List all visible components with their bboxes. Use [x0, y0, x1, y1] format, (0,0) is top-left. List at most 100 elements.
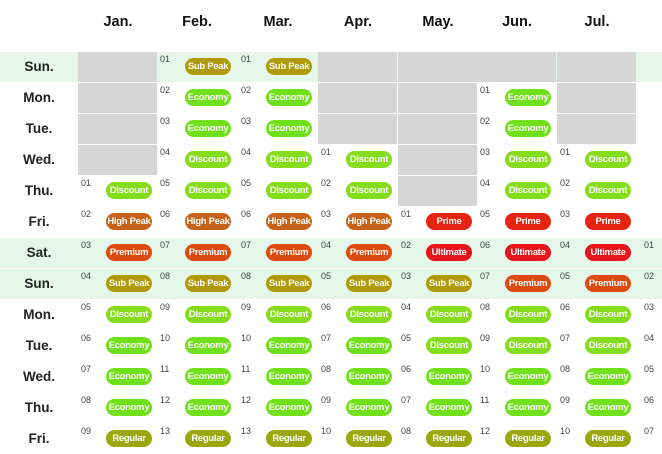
- price-tier-badge[interactable]: Economy: [266, 89, 312, 106]
- date-cell[interactable]: 07 Economy: [398, 393, 477, 423]
- price-tier-badge[interactable]: Premium: [185, 244, 231, 261]
- price-tier-badge[interactable]: Economy: [426, 399, 472, 416]
- date-cell[interactable]: 03 Sub Peak: [398, 269, 477, 299]
- date-cell[interactable]: 07 Discount: [557, 331, 636, 361]
- date-cell[interactable]: 05 Premium: [557, 269, 636, 299]
- price-tier-badge[interactable]: Regular: [266, 430, 312, 447]
- date-cell[interactable]: 10 Regular: [318, 424, 397, 454]
- date-cell[interactable]: 06 Discount: [557, 300, 636, 330]
- date-cell[interactable]: 08 Economy: [557, 362, 636, 392]
- date-cell[interactable]: 01 Sub Peak: [238, 52, 317, 82]
- price-tier-badge[interactable]: Regular: [106, 430, 152, 447]
- date-cell[interactable]: 07 Premium: [477, 269, 556, 299]
- date-cell[interactable]: 06 Economy: [78, 331, 157, 361]
- price-tier-badge[interactable]: Prime: [505, 213, 551, 230]
- price-tier-badge[interactable]: Economy: [346, 337, 392, 354]
- date-cell[interactable]: 10 Economy: [157, 331, 236, 361]
- price-tier-badge[interactable]: Sub Peak: [266, 275, 312, 292]
- date-cell[interactable]: 08 Economy: [78, 393, 157, 423]
- price-tier-badge[interactable]: Economy: [505, 120, 551, 137]
- date-cell[interactable]: 07 Premium: [238, 238, 317, 268]
- price-tier-badge[interactable]: Discount: [185, 306, 231, 323]
- date-cell[interactable]: 01 Discount: [557, 145, 636, 175]
- date-cell[interactable]: 11 Economy: [477, 393, 556, 423]
- price-tier-badge[interactable]: Economy: [266, 337, 312, 354]
- price-tier-badge[interactable]: Economy: [106, 368, 152, 385]
- date-cell[interactable]: 04 Discount: [238, 145, 317, 175]
- date-cell[interactable]: 02 High Peak: [78, 207, 157, 237]
- price-tier-badge[interactable]: Discount: [585, 306, 631, 323]
- price-tier-badge[interactable]: Discount: [266, 306, 312, 323]
- date-cell[interactable]: 05 Prime: [477, 207, 556, 237]
- date-cell[interactable]: 09 Discount: [477, 331, 556, 361]
- price-tier-badge[interactable]: Regular: [585, 430, 631, 447]
- price-tier-badge[interactable]: Premium: [106, 244, 152, 261]
- date-cell[interactable]: 02 Economy: [477, 114, 556, 144]
- date-cell[interactable]: 04 Discount: [398, 300, 477, 330]
- date-cell[interactable]: 07 Economy: [78, 362, 157, 392]
- price-tier-badge[interactable]: Discount: [185, 182, 231, 199]
- date-cell[interactable]: 13 Regular: [157, 424, 236, 454]
- date-cell[interactable]: 07 Premium: [157, 238, 236, 268]
- date-cell[interactable]: 02 Ultimate: [398, 238, 477, 268]
- date-cell[interactable]: 01 Economy: [477, 83, 556, 113]
- date-cell[interactable]: 06 Discount: [318, 300, 397, 330]
- date-cell[interactable]: 12 Economy: [238, 393, 317, 423]
- date-cell[interactable]: 04 Discount: [477, 176, 556, 206]
- date-cell[interactable]: 05 Discount: [238, 176, 317, 206]
- price-tier-badge[interactable]: Regular: [505, 430, 551, 447]
- price-tier-badge[interactable]: Premium: [505, 275, 551, 292]
- date-cell[interactable]: 05 Discount: [398, 331, 477, 361]
- price-tier-badge[interactable]: Economy: [505, 368, 551, 385]
- price-tier-badge[interactable]: Discount: [426, 337, 472, 354]
- price-tier-badge[interactable]: Economy: [346, 368, 392, 385]
- price-tier-badge[interactable]: Economy: [266, 368, 312, 385]
- price-tier-badge[interactable]: Regular: [185, 430, 231, 447]
- price-tier-badge[interactable]: Discount: [585, 151, 631, 168]
- price-tier-badge[interactable]: Economy: [106, 399, 152, 416]
- date-cell[interactable]: 13 Regular: [238, 424, 317, 454]
- price-tier-badge[interactable]: Economy: [346, 399, 392, 416]
- date-cell[interactable]: 01 Discount: [78, 176, 157, 206]
- price-tier-badge[interactable]: Sub Peak: [346, 275, 392, 292]
- price-tier-badge[interactable]: High Peak: [185, 213, 231, 230]
- date-cell[interactable]: 03 Discount: [477, 145, 556, 175]
- price-tier-badge[interactable]: Discount: [266, 151, 312, 168]
- date-cell[interactable]: 09 Discount: [238, 300, 317, 330]
- price-tier-badge[interactable]: Sub Peak: [106, 275, 152, 292]
- price-tier-badge[interactable]: Premium: [266, 244, 312, 261]
- price-tier-badge[interactable]: Ultimate: [426, 244, 472, 261]
- price-tier-badge[interactable]: Ultimate: [585, 244, 631, 261]
- date-cell[interactable]: 06 High Peak: [238, 207, 317, 237]
- date-cell[interactable]: 05 Discount: [78, 300, 157, 330]
- price-tier-badge[interactable]: High Peak: [266, 213, 312, 230]
- price-tier-badge[interactable]: Regular: [346, 430, 392, 447]
- price-tier-badge[interactable]: Economy: [426, 368, 472, 385]
- date-cell[interactable]: 12 Regular: [477, 424, 556, 454]
- date-cell[interactable]: 08 Sub Peak: [238, 269, 317, 299]
- price-tier-badge[interactable]: Sub Peak: [185, 58, 231, 75]
- date-cell[interactable]: 10 Economy: [238, 331, 317, 361]
- price-tier-badge[interactable]: Discount: [346, 151, 392, 168]
- price-tier-badge[interactable]: Regular: [426, 430, 472, 447]
- date-cell[interactable]: 08 Sub Peak: [157, 269, 236, 299]
- date-cell[interactable]: 03 Prime: [557, 207, 636, 237]
- date-cell[interactable]: 06 High Peak: [157, 207, 236, 237]
- date-cell[interactable]: 08 Regular: [398, 424, 477, 454]
- date-cell[interactable]: 02 Discount: [318, 176, 397, 206]
- price-tier-badge[interactable]: High Peak: [346, 213, 392, 230]
- date-cell[interactable]: 05 Sub Peak: [318, 269, 397, 299]
- price-tier-badge[interactable]: Premium: [585, 275, 631, 292]
- date-cell[interactable]: 05 Discount: [157, 176, 236, 206]
- price-tier-badge[interactable]: Sub Peak: [266, 58, 312, 75]
- price-tier-badge[interactable]: Economy: [585, 399, 631, 416]
- price-tier-badge[interactable]: Ultimate: [505, 244, 551, 261]
- price-tier-badge[interactable]: High Peak: [106, 213, 152, 230]
- date-cell[interactable]: 07 Economy: [318, 331, 397, 361]
- price-tier-badge[interactable]: Discount: [106, 182, 152, 199]
- date-cell[interactable]: 03 High Peak: [318, 207, 397, 237]
- date-cell[interactable]: 10 Regular: [557, 424, 636, 454]
- date-cell[interactable]: 09 Regular: [78, 424, 157, 454]
- price-tier-badge[interactable]: Prime: [426, 213, 472, 230]
- price-tier-badge[interactable]: Prime: [585, 213, 631, 230]
